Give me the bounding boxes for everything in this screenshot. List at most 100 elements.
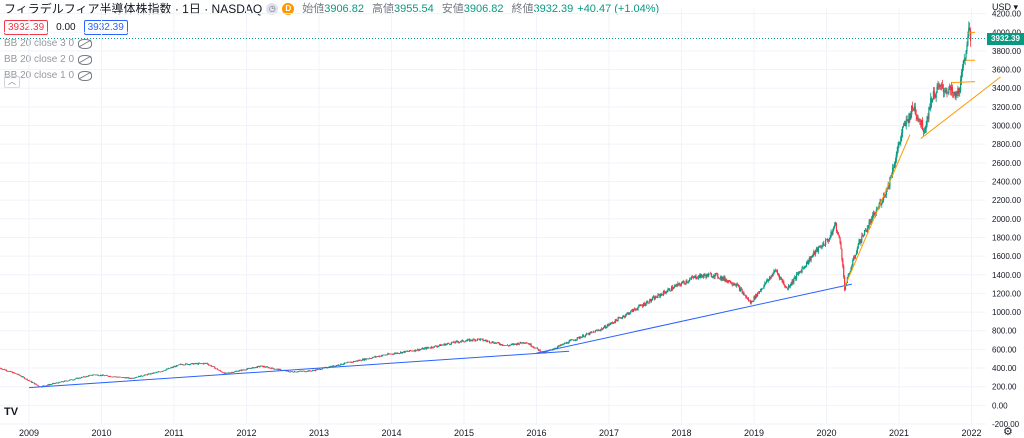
candle-body (781, 278, 783, 282)
candle-body (319, 368, 321, 370)
candle-body (166, 368, 168, 370)
candle-body (372, 356, 374, 358)
candle-body (576, 337, 578, 340)
candle-body (852, 260, 854, 266)
candle-body (235, 371, 237, 372)
candle-body (909, 113, 911, 120)
eye-slash-icon[interactable] (78, 71, 93, 81)
candle-body (757, 292, 759, 297)
candle-body (366, 358, 368, 360)
candle-body (209, 365, 211, 366)
candle-body (472, 339, 474, 341)
candle-body (384, 354, 386, 356)
candle-body (411, 350, 413, 352)
candle-body (627, 312, 629, 314)
candle-body (261, 365, 263, 367)
candle-body (947, 92, 949, 94)
candle-body (563, 343, 565, 345)
candle-body (687, 281, 689, 283)
candle-body (418, 349, 421, 351)
candle-body (428, 347, 431, 349)
candle-body (235, 371, 238, 372)
candle-body (893, 164, 896, 168)
candle-body (13, 372, 16, 374)
x-tick-label: 2011 (164, 428, 183, 438)
candle-body (682, 281, 684, 283)
market-status-icon[interactable]: ◷ (266, 3, 279, 15)
candle-body (926, 116, 928, 126)
candle-body (505, 345, 508, 346)
gear-icon[interactable]: ⚙ (1003, 426, 1013, 438)
candle-body (906, 119, 908, 121)
candle-body (492, 341, 494, 344)
candle-body (789, 285, 791, 287)
candle-body (927, 116, 929, 119)
candle-body (934, 95, 936, 99)
trend-lines (0, 31, 1001, 389)
candle-body (950, 87, 953, 91)
candle-body (494, 342, 496, 344)
candle-body (12, 372, 15, 374)
indicator-row[interactable]: BB 20 close 2 0 (4, 53, 659, 67)
eye-slash-icon[interactable] (78, 55, 93, 65)
candle-body (932, 91, 935, 100)
candle-body (225, 372, 227, 374)
candle-body (433, 346, 435, 348)
candle-body (286, 370, 288, 372)
chevron-up-icon[interactable]: ︿ (4, 76, 20, 88)
candle-body (466, 340, 468, 342)
high-label: 高値 (371, 3, 394, 15)
candle-body (821, 246, 823, 248)
candle-body (623, 315, 626, 317)
candle-body (776, 270, 778, 272)
sell-button[interactable]: 3932.39 (4, 20, 49, 35)
candle-body (133, 378, 135, 379)
buy-button[interactable]: 3932.39 (83, 20, 128, 35)
candle-body (722, 276, 724, 280)
candle-body (144, 374, 146, 376)
candle-body (664, 292, 666, 294)
candle-body (737, 284, 740, 287)
candle-body (22, 376, 25, 378)
candle-body (836, 231, 838, 233)
delay-badge[interactable]: D (282, 3, 295, 15)
candle-body (155, 372, 157, 374)
symbol-title[interactable]: フィラデルフィア半導体株指数 · 1日 · NASDAQ (4, 2, 263, 16)
candle-body (385, 354, 387, 356)
indicator-row[interactable]: BB 20 close 3 0 (4, 37, 659, 51)
candle-body (42, 385, 45, 387)
candle-body (303, 370, 306, 372)
ohlc-open: 始値3906.82 (298, 2, 364, 16)
candle-body (351, 361, 354, 363)
candle-body (24, 378, 26, 380)
candle-body (814, 251, 816, 255)
candle-body (134, 377, 136, 379)
candle-body (51, 383, 54, 385)
candle-body (711, 276, 713, 278)
candle-body (392, 354, 394, 355)
tradingview-logo[interactable]: TV (4, 406, 19, 418)
candle-body (22, 376, 24, 378)
indicator-row[interactable]: BB 20 close 1 0 (4, 69, 659, 83)
candle-body (55, 382, 57, 384)
y-tick-label: 3800.00 (992, 47, 1021, 56)
candle-body (621, 316, 624, 319)
candle-body (202, 363, 204, 365)
candle-body (112, 376, 114, 378)
eye-slash-icon[interactable] (78, 39, 93, 49)
candle-body (243, 369, 245, 371)
candle-body (151, 372, 153, 374)
time-axis[interactable]: 2009 2010 2011 2012 2013 2014 2015 2016 2017 2018… (19, 428, 982, 438)
candle-body (741, 289, 743, 294)
candle-body (370, 358, 372, 359)
candle-body (486, 340, 489, 342)
candle-body (812, 254, 814, 256)
price-axis[interactable]: -200.00 0.00 200.00 400.00 600.00 800.00 1000.… (992, 10, 1021, 429)
candle-body (356, 360, 358, 362)
candle-body (818, 246, 820, 248)
currency-selector[interactable]: USD ▾ (992, 2, 1019, 12)
y-tick-label: 2000.00 (992, 215, 1021, 224)
candle-body (279, 369, 281, 370)
candle-body (258, 366, 260, 367)
